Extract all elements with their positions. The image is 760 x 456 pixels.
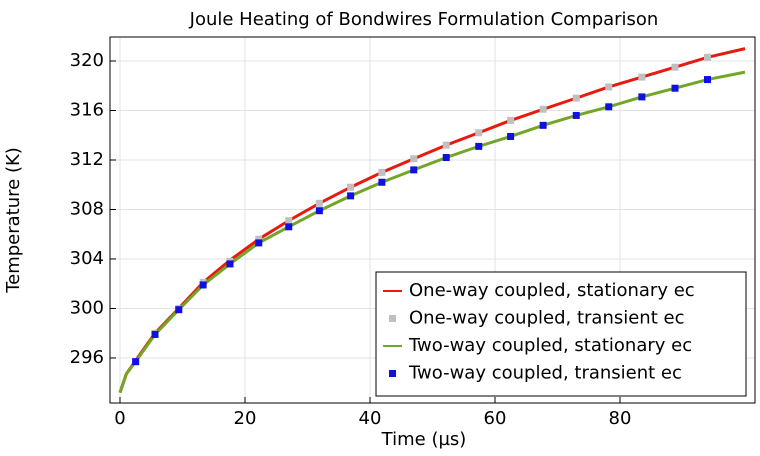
series-marker bbox=[378, 168, 386, 176]
y-tick-label: 304 bbox=[70, 248, 104, 269]
series-marker bbox=[347, 183, 355, 191]
series-marker bbox=[285, 223, 293, 231]
series-marker bbox=[539, 121, 547, 129]
series-marker bbox=[671, 84, 679, 92]
series-marker bbox=[638, 73, 646, 81]
series-marker bbox=[704, 76, 711, 84]
x-tick-label: 20 bbox=[234, 408, 257, 429]
y-tick-label: 300 bbox=[70, 297, 104, 318]
legend-marker bbox=[389, 315, 396, 322]
series-marker bbox=[442, 154, 450, 162]
series-marker bbox=[285, 217, 293, 225]
series-marker bbox=[199, 281, 207, 289]
series-marker bbox=[507, 132, 515, 140]
plot-frame bbox=[109, 36, 756, 404]
series-marker bbox=[605, 103, 613, 111]
series-marker bbox=[671, 63, 679, 71]
series-marker bbox=[378, 178, 386, 186]
legend-label: Two-way coupled, transient ec bbox=[408, 363, 682, 384]
series-marker bbox=[475, 142, 483, 150]
legend-label: One-way coupled, transient ec bbox=[409, 308, 684, 329]
x-tick-label: 40 bbox=[359, 408, 382, 429]
series-marker bbox=[605, 83, 613, 91]
y-tick-label: 308 bbox=[70, 198, 104, 219]
series-marker bbox=[507, 116, 515, 124]
series-marker bbox=[315, 199, 323, 207]
series-marker bbox=[638, 93, 646, 101]
series-marker bbox=[704, 53, 711, 61]
series-marker bbox=[410, 155, 418, 163]
x-axis-label: Time (µs) bbox=[381, 429, 467, 450]
legend-label: Two-way coupled, stationary ec bbox=[408, 335, 692, 356]
x-tick-label: 80 bbox=[609, 408, 632, 429]
legend-label: One-way coupled, stationary ec bbox=[409, 280, 695, 301]
legend-marker bbox=[389, 370, 396, 377]
x-tick-label: 60 bbox=[484, 408, 507, 429]
series-marker bbox=[347, 192, 355, 200]
series-marker bbox=[315, 207, 323, 215]
series-marker bbox=[175, 306, 183, 314]
y-tick-label: 312 bbox=[70, 149, 104, 170]
series-marker bbox=[410, 166, 418, 174]
series-marker bbox=[226, 260, 234, 268]
legend-box bbox=[375, 271, 747, 397]
series-marker bbox=[255, 239, 263, 247]
series-marker bbox=[539, 105, 547, 113]
series-marker bbox=[132, 358, 140, 366]
y-tick-label: 296 bbox=[70, 347, 104, 368]
chart-title: Joule Heating of Bondwires Formulation C… bbox=[189, 9, 659, 30]
y-tick-label: 320 bbox=[70, 50, 104, 71]
series-marker bbox=[572, 94, 580, 102]
y-axis-label: Temperature (K) bbox=[3, 147, 24, 294]
series-marker bbox=[255, 235, 263, 243]
series-marker bbox=[151, 330, 159, 338]
series-marker bbox=[572, 111, 580, 119]
y-tick-label: 316 bbox=[70, 99, 104, 120]
series-marker bbox=[475, 129, 483, 137]
series-marker bbox=[442, 141, 450, 149]
x-tick-label: 0 bbox=[114, 408, 125, 429]
